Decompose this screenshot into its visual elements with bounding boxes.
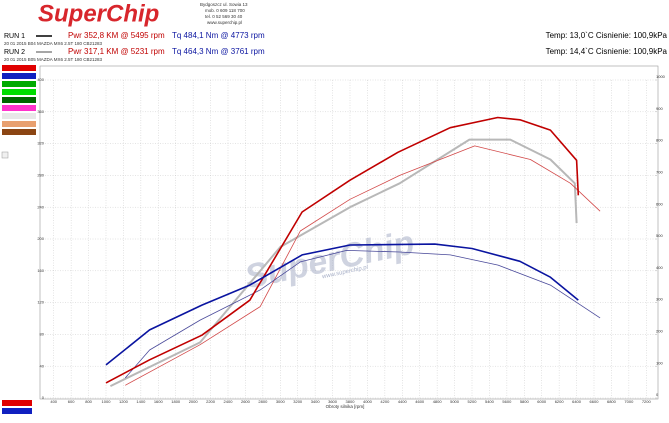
y-tick-label: 280 <box>37 172 44 177</box>
x-tick-label: 3600 <box>328 399 338 404</box>
toggle[interactable] <box>2 81 36 87</box>
x-tick-label: 3000 <box>276 399 286 404</box>
series-line <box>105 243 579 366</box>
x-tick-label: 1600 <box>154 399 164 404</box>
y2-tick-label: 900 <box>656 106 663 111</box>
y2-tick-label: 400 <box>656 265 663 270</box>
address: Bydgoszcz ul. Sowia 13 <box>200 2 248 7</box>
sidebar <box>1 65 36 414</box>
toggle[interactable] <box>2 408 32 414</box>
y-tick-label: 80 <box>40 331 45 336</box>
x-tick-label: 1200 <box>119 399 129 404</box>
x-tick-label: 2600 <box>241 399 251 404</box>
y2-tick-label: 800 <box>656 138 663 143</box>
x-tick-label: 800 <box>85 399 92 404</box>
x-tick-label: 4000 <box>363 399 373 404</box>
x-tick-label: 400 <box>50 399 57 404</box>
run-label: RUN 1 <box>4 33 25 40</box>
toggle[interactable] <box>2 105 36 111</box>
lines <box>105 116 601 387</box>
y2-tick-label: 700 <box>656 169 663 174</box>
run-label: RUN 2 <box>4 49 25 56</box>
x-tick-label: 2400 <box>224 399 234 404</box>
x-tick-label: 7000 <box>624 399 634 404</box>
x-tick-label: 6200 <box>555 399 565 404</box>
run-torque: Tq 484,1 Nm @ 4773 rpm <box>172 31 265 40</box>
x-tick-label: 7200 <box>642 399 652 404</box>
address: tel. 0 52 569 30 40 <box>205 14 243 19</box>
x-tick-label: 4400 <box>398 399 408 404</box>
toggle[interactable] <box>2 89 36 95</box>
button[interactable] <box>1 151 9 159</box>
x-tick-label: 1400 <box>136 399 146 404</box>
x-tick-label: 1800 <box>171 399 181 404</box>
run-power: Pwr 317,1 KM @ 5231 rpm <box>68 47 165 56</box>
run-env: Temp: 13,0`C Cisnienie: 100,9kPa <box>546 31 668 40</box>
x-tick-label: 6800 <box>607 399 617 404</box>
x-tick-label: 5600 <box>502 399 512 404</box>
y2-tick-label: 100 <box>656 360 663 365</box>
x-axis-title: Obroty silnika [rpm] <box>326 404 365 409</box>
x-tick-label: 4800 <box>433 399 443 404</box>
y-tick-label: 40 <box>40 363 45 368</box>
y2-tick-label: 500 <box>656 233 663 238</box>
x-tick-label: 5400 <box>485 399 495 404</box>
grid: 400 600 800 1000 1200 1400 1600 1800 2000 2200 240… <box>37 74 665 404</box>
toggle[interactable] <box>2 97 36 103</box>
y-tick-label: 400 <box>37 77 44 82</box>
y2-tick-label: 1000 <box>656 74 666 79</box>
x-tick-label: 6000 <box>537 399 547 404</box>
x-tick-label: 5200 <box>468 399 478 404</box>
y-tick-label: 320 <box>37 141 44 146</box>
address: www.superchip.pl <box>207 20 242 25</box>
run-env: Temp: 14,4`C Cisnienie: 100,9kPa <box>546 47 668 56</box>
y-tick-label: 240 <box>37 204 44 209</box>
series-line <box>125 145 601 386</box>
x-tick-label: 5800 <box>520 399 530 404</box>
run-info: 20 01 2015 B05 MAZDA MX6 2.5T 180 CB2128… <box>4 57 102 62</box>
x-tick-label: 6600 <box>590 399 600 404</box>
toggle[interactable] <box>2 129 36 135</box>
toggle[interactable] <box>2 400 32 406</box>
address: mob. 0 609 118 700 <box>205 8 245 13</box>
x-tick-label: 2000 <box>189 399 199 404</box>
toggle[interactable] <box>2 73 36 79</box>
y2-tick-label: 600 <box>656 201 663 206</box>
y2-tick-label: 300 <box>656 297 663 302</box>
x-tick-label: 3800 <box>346 399 356 404</box>
x-tick-label: 600 <box>68 399 75 404</box>
series-line <box>105 116 580 384</box>
x-tick-label: 6400 <box>572 399 582 404</box>
x-tick-label: 3200 <box>293 399 303 404</box>
y-tick-label: 200 <box>37 236 44 241</box>
toggle[interactable] <box>2 65 36 71</box>
x-tick-label: 2800 <box>258 399 268 404</box>
toggle[interactable] <box>2 121 36 127</box>
run-power: Pwr 352,8 KM @ 5495 rpm <box>68 31 165 40</box>
x-tick-label: 1000 <box>102 399 112 404</box>
run-info: 20 01 2015 B04 MAZDA MX6 2.5T 180 CB2128… <box>4 41 102 46</box>
y-tick-label: 160 <box>37 268 44 273</box>
y-tick-label: 120 <box>37 300 44 305</box>
series-line <box>124 250 601 379</box>
toggle[interactable] <box>2 113 36 119</box>
x-tick-label: 4600 <box>415 399 425 404</box>
plot-frame <box>39 65 659 400</box>
x-tick-label: 2200 <box>206 399 216 404</box>
logo: SuperChip <box>38 0 159 27</box>
y2-tick-label: 0 <box>656 392 659 397</box>
y-tick-label: 360 <box>37 109 44 114</box>
x-tick-label: 5000 <box>450 399 460 404</box>
x-tick-label: 4200 <box>380 399 390 404</box>
run-torque: Tq 464,3 Nm @ 3761 rpm <box>172 47 265 56</box>
y2-tick-label: 200 <box>656 328 663 333</box>
x-tick-label: 3400 <box>311 399 321 404</box>
y-tick-label: 0 <box>42 395 45 400</box>
